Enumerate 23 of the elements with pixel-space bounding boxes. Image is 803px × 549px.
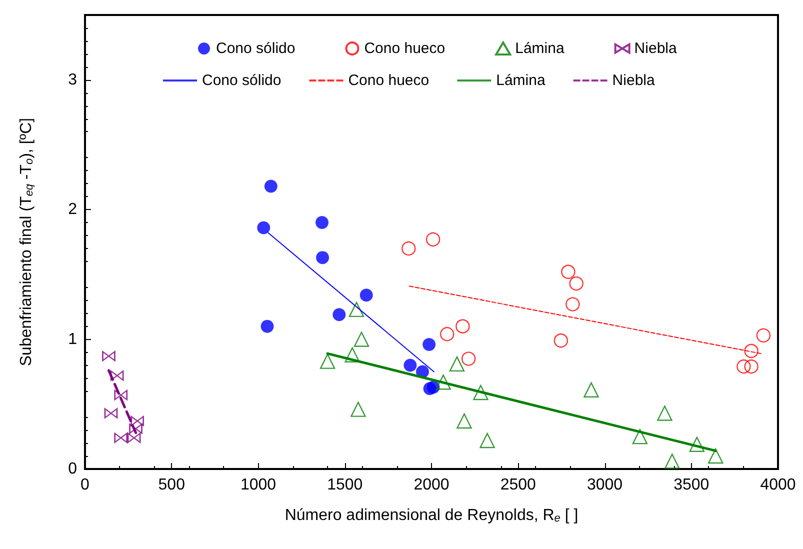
x-tick-label: 1500 xyxy=(327,476,363,494)
x-axis-title: Número adimensional de Reynolds, Re [ ] xyxy=(284,507,578,524)
legend-label: Lámina xyxy=(515,40,565,57)
y-tick-label: 3 xyxy=(68,71,78,88)
legend-label: Niebla xyxy=(612,72,656,89)
legend-label: Cono sólido xyxy=(202,72,282,89)
x-tick-label: 3500 xyxy=(674,476,710,494)
y-tick-label: 2 xyxy=(68,201,78,218)
x-tick-label: 1000 xyxy=(240,476,276,494)
x-tick-label: 0 xyxy=(80,476,90,494)
x-tick-label: 2500 xyxy=(500,476,536,494)
legend-label: Lámina xyxy=(496,72,546,89)
y-axis-title: Subenfriamiento final (Teq -To), [ºC] xyxy=(18,118,36,366)
x-tick-label: 2000 xyxy=(414,476,450,494)
x-tick-label: 500 xyxy=(158,476,186,494)
x-tick-label: 3000 xyxy=(586,476,623,494)
y-tick-label: 1 xyxy=(68,330,78,348)
x-tick-label: 4000 xyxy=(760,476,796,494)
legend-label: Cono hueco xyxy=(348,72,430,89)
legend-label: Cono hueco xyxy=(364,40,446,57)
y-tick-label: 0 xyxy=(68,460,78,478)
legend-label: Niebla xyxy=(634,40,678,57)
legend-label: Cono sólido xyxy=(216,40,296,57)
